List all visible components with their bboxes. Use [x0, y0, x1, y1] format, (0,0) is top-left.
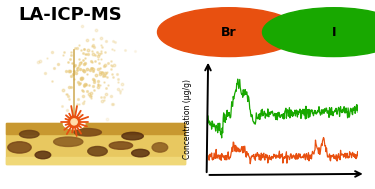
Ellipse shape	[122, 132, 143, 140]
Ellipse shape	[8, 142, 31, 153]
Text: I: I	[332, 26, 336, 39]
Text: Concentration (μg/g): Concentration (μg/g)	[183, 79, 192, 159]
Bar	[6, 157, 185, 164]
Circle shape	[158, 8, 300, 57]
Circle shape	[71, 119, 77, 125]
Text: Br: Br	[221, 26, 237, 39]
Circle shape	[68, 116, 80, 128]
Ellipse shape	[132, 149, 149, 157]
Ellipse shape	[88, 146, 107, 156]
Bar	[6, 123, 185, 164]
Ellipse shape	[35, 151, 51, 159]
Bar	[6, 123, 185, 135]
Ellipse shape	[63, 119, 85, 129]
Ellipse shape	[74, 129, 101, 136]
Circle shape	[262, 8, 375, 57]
Ellipse shape	[20, 130, 39, 138]
Ellipse shape	[152, 143, 168, 152]
Ellipse shape	[54, 137, 83, 146]
Ellipse shape	[109, 142, 133, 149]
Text: LA-ICP-MS: LA-ICP-MS	[18, 6, 122, 24]
